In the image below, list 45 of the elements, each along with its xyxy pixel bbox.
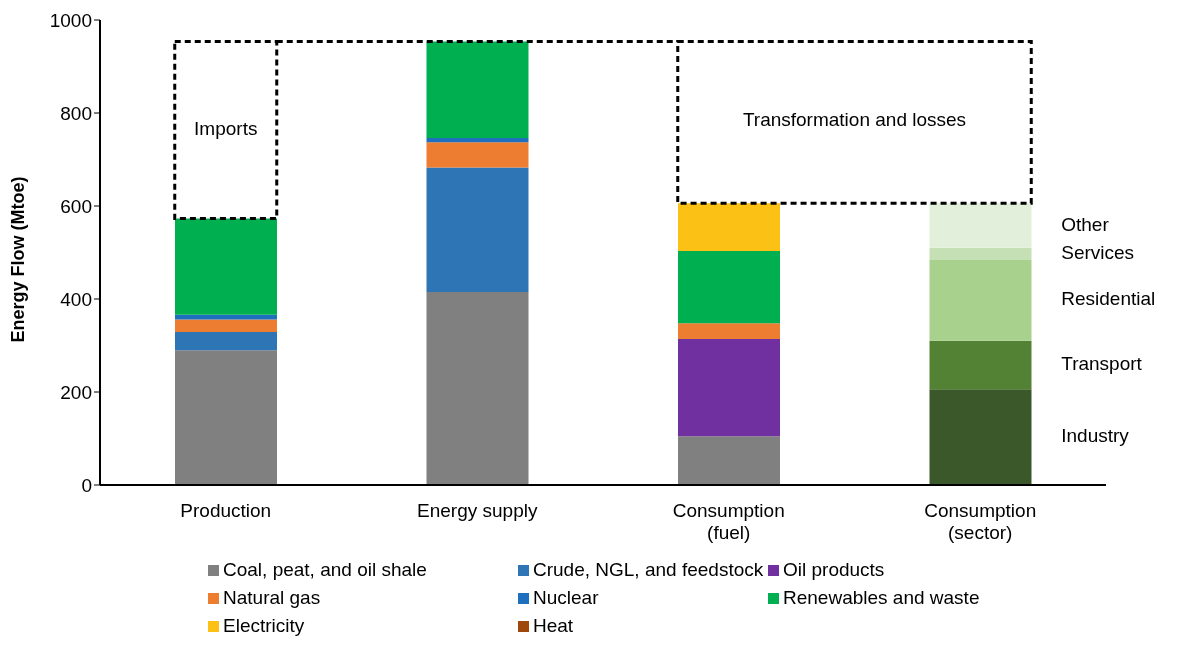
bar (426, 138, 529, 143)
x-tick-label: Consumption (sector) (924, 500, 1037, 543)
legend-label: Natural gas (222, 587, 322, 609)
series-label: Industry (1061, 425, 1130, 447)
bar (426, 41, 529, 139)
bar (929, 203, 1032, 248)
bar (678, 323, 780, 339)
bar (426, 167, 529, 293)
series-label: Transport (1061, 353, 1143, 375)
bar (929, 259, 1032, 341)
bar (678, 203, 780, 252)
legend-label: Nuclear (532, 587, 600, 609)
bar (678, 338, 780, 437)
bar (175, 332, 277, 351)
bar (426, 142, 529, 168)
y-tick-label: 200 (60, 381, 92, 403)
y-tick-label: 400 (60, 288, 92, 310)
legend-label: Crude, NGL, and feedstock (532, 559, 765, 581)
bar (175, 218, 277, 315)
y-tick-label: 1000 (49, 9, 92, 31)
bar (175, 319, 277, 333)
y-tick-label: 0 (81, 474, 92, 496)
y-tick-label: 800 (60, 102, 92, 124)
x-tick-label: Production (180, 500, 272, 521)
y-tick-label: 600 (60, 195, 92, 217)
series-label: Residential (1061, 288, 1156, 310)
x-tick-label: Consumption (fuel) (672, 500, 785, 543)
legend-label: Coal, peat, and oil shale (222, 559, 428, 581)
legend-label: Electricity (222, 615, 306, 637)
legend-label: Oil products (782, 559, 886, 581)
annotation: Transformation and losses (742, 109, 967, 131)
series-label: Other (1061, 213, 1110, 235)
bar (929, 340, 1032, 390)
bar (678, 251, 780, 324)
annotation: Imports (194, 117, 258, 139)
y-axis-title: Energy Flow (Mtoe) (8, 176, 29, 343)
bar (175, 350, 277, 485)
series-label: Services (1061, 241, 1135, 263)
bar (929, 389, 1032, 485)
bar (426, 292, 529, 485)
x-tick-label: Energy supply (417, 500, 538, 521)
bar (929, 247, 1032, 260)
legend-label: Heat (532, 615, 575, 637)
legend-label: Renewables and waste (782, 587, 981, 609)
bar (678, 436, 780, 485)
